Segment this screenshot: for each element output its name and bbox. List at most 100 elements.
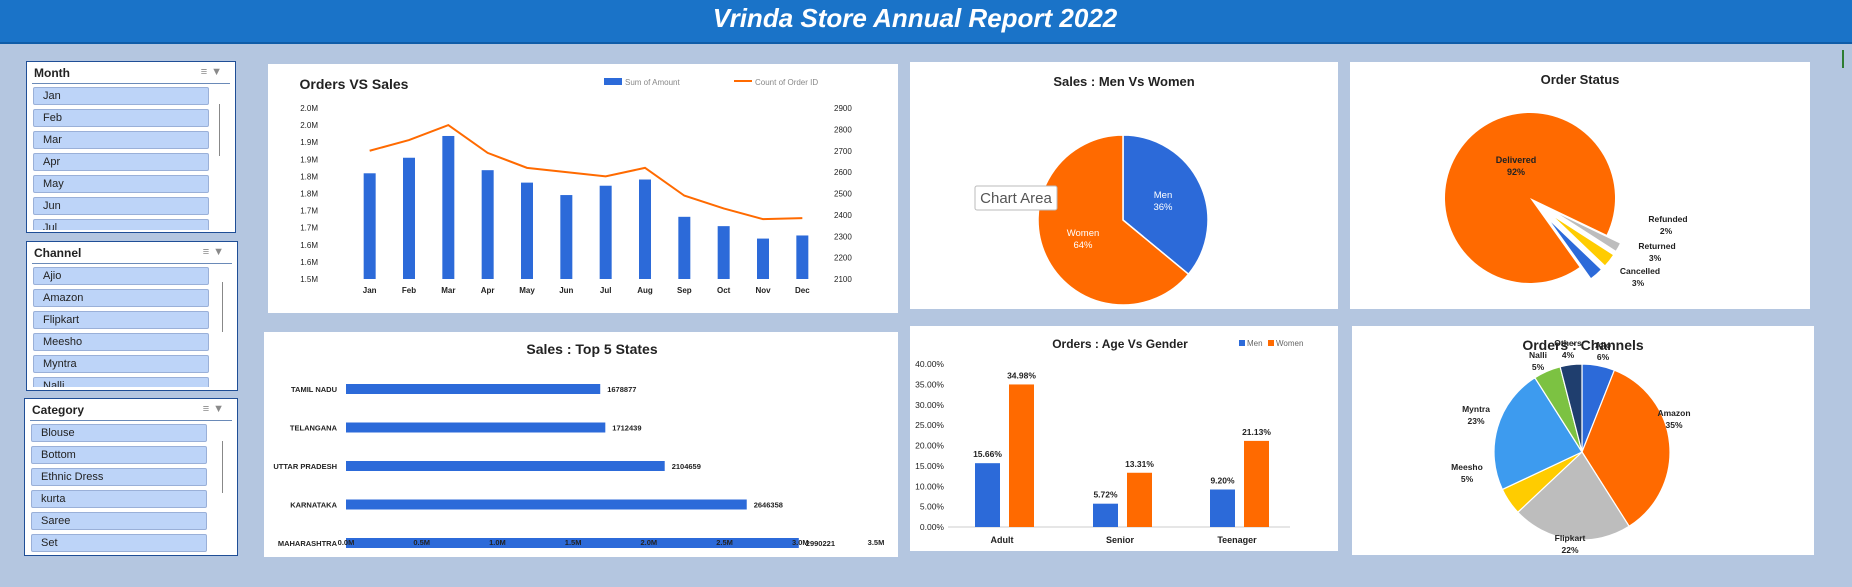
slicer-item[interactable]: Flipkart — [33, 311, 209, 329]
y-left-tick-label: 1.5M — [300, 275, 318, 284]
slicer-item[interactable]: Mar — [33, 131, 209, 149]
slicer-item[interactable]: Apr — [33, 153, 209, 171]
y-left-tick-label: 1.7M — [300, 224, 318, 233]
slicer-scrollbar[interactable] — [222, 441, 223, 493]
slicer-item[interactable]: Nalli — [33, 377, 209, 387]
bar-state-sales — [346, 461, 665, 471]
y-tick-label: 40.00% — [915, 359, 944, 369]
bar-men — [1093, 503, 1118, 527]
chart-title: Sales : Men Vs Women — [1053, 74, 1194, 89]
x-tick-label: Feb — [402, 286, 416, 295]
sheet-edge-marker — [1842, 50, 1850, 68]
y-right-tick-label: 2900 — [834, 104, 852, 113]
channels-panel[interactable]: Orders : Channels Ajio 6% Amazon 35% Flipkart… — [1352, 326, 1814, 555]
slicer-item[interactable]: Jul — [33, 219, 209, 230]
x-tick-label: 0.5M — [413, 538, 430, 547]
y-right-tick-label: 2200 — [834, 254, 852, 263]
clear-filter-icon[interactable]: ▼ — [211, 66, 226, 78]
slicer-items: Blouse Bottom Ethnic Dress kurta Saree Set — [31, 424, 207, 552]
slicer-item[interactable]: Saree — [31, 512, 207, 530]
slice-label: Nalli — [1529, 350, 1547, 360]
slice-value: 35% — [1665, 420, 1682, 430]
x-tick-label: Senior — [1106, 535, 1135, 545]
bar-state-sales — [346, 422, 606, 433]
slicer-scrollbar[interactable] — [219, 104, 220, 156]
y-left-tick-label: 1.7M — [300, 207, 318, 216]
slicer-item[interactable]: Jun — [33, 197, 209, 215]
slicer-item[interactable]: Ethnic Dress — [31, 468, 207, 486]
data-label: 2990221 — [806, 539, 835, 548]
category-slicer[interactable]: Category ≡▼ Blouse Bottom Ethnic Dress kurt… — [24, 398, 238, 556]
tooltip-text: Chart Area — [980, 190, 1052, 207]
pie-slice — [1122, 134, 1209, 276]
slicer-scrollbar[interactable] — [222, 282, 223, 332]
y-tick-label: KARNATAKA — [290, 501, 337, 510]
multi-select-icon[interactable]: ≡ — [202, 246, 214, 258]
bar-sales — [481, 170, 494, 279]
data-label: 5.72% — [1093, 490, 1118, 500]
bar-women — [1127, 472, 1152, 527]
x-tick-label: Sep — [677, 286, 692, 295]
channel-slicer[interactable]: Channel ≡▼ Ajio Amazon Flipkart Meesho Myntr… — [26, 241, 238, 391]
slicer-header: Month ≡▼ — [32, 65, 230, 84]
bar-women — [1009, 384, 1034, 527]
slice-value: 23% — [1467, 416, 1484, 426]
clear-filter-icon[interactable]: ▼ — [213, 403, 228, 415]
x-tick-label: Apr — [481, 286, 495, 295]
y-left-tick-label: 1.8M — [300, 190, 318, 199]
y-tick-label: 10.00% — [915, 481, 944, 491]
slicer-title: Month — [34, 66, 70, 80]
slicer-item[interactable]: May — [33, 175, 209, 193]
y-left-tick-label: 1.6M — [300, 258, 318, 267]
x-tick-label: Teenager — [1217, 535, 1257, 545]
slicer-item[interactable]: Jan — [33, 87, 209, 105]
legend-label-amount: Sum of Amount — [625, 78, 680, 87]
slice-value: 22% — [1561, 545, 1578, 555]
y-right-tick-label: 2700 — [834, 147, 852, 156]
clear-filter-icon[interactable]: ▼ — [213, 246, 228, 258]
slicer-item[interactable]: Bottom — [31, 446, 207, 464]
pie-slice — [1445, 113, 1615, 284]
slicer-title: Category — [32, 403, 85, 417]
slice-label: Myntra — [1462, 404, 1490, 414]
multi-select-icon[interactable]: ≡ — [200, 66, 212, 78]
order-status-panel[interactable]: Order Status Delivered 92% Refunded 2% Return… — [1350, 62, 1810, 309]
x-tick-label: Jun — [559, 286, 573, 295]
bar-men — [1210, 489, 1235, 527]
y-left-tick-label: 2.0M — [300, 121, 318, 130]
y-right-tick-label: 2800 — [834, 125, 852, 134]
multi-select-icon[interactable]: ≡ — [202, 403, 214, 415]
pie-slice — [1559, 363, 1583, 453]
slicer-item[interactable]: Meesho — [33, 333, 209, 351]
x-tick-label: 3.5M — [868, 538, 885, 547]
report-banner: Vrinda Store Annual Report 2022 — [0, 0, 1852, 44]
month-slicer[interactable]: Month ≡▼ Jan Feb Mar Apr May Jun Jul — [26, 61, 236, 233]
x-tick-label: 2.5M — [716, 538, 733, 547]
slice-value: 5% — [1532, 362, 1545, 372]
slicer-item[interactable]: Feb — [33, 109, 209, 127]
pie-slice — [1548, 218, 1602, 280]
y-right-tick-label: 2600 — [834, 168, 852, 177]
men-vs-women-panel[interactable]: Sales : Men Vs Women Men 36% Women 64% Chart … — [910, 62, 1338, 309]
pie-slice — [1037, 134, 1190, 306]
data-label: 1678877 — [607, 385, 636, 394]
orders-vs-sales-panel[interactable]: Orders VS Sales Sum of Amount Count of Ord… — [268, 64, 898, 313]
age-vs-gender-panel[interactable]: Orders : Age Vs Gender Men Women 0.00% 5.00%… — [910, 326, 1338, 551]
bar-sales — [403, 157, 415, 279]
top-states-chart: Sales : Top 5 States TAMIL NADU 1678877 TEL… — [273, 341, 885, 548]
slicer-item[interactable]: Myntra — [33, 355, 209, 373]
chart-title: Orders : Age Vs Gender — [1052, 337, 1188, 351]
slicer-item[interactable]: Blouse — [31, 424, 207, 442]
slice-value: 36% — [1153, 202, 1173, 213]
slice-value: 5% — [1461, 474, 1474, 484]
slicer-item[interactable]: kurta — [31, 490, 207, 508]
y-right-tick-label: 2100 — [834, 275, 852, 284]
orders-vs-sales-chart: Orders VS Sales Sum of Amount Count of Ord… — [300, 76, 853, 295]
bar-sales — [599, 185, 612, 279]
top-states-panel[interactable]: Sales : Top 5 States TAMIL NADU 1678877 TEL… — [264, 332, 898, 557]
data-label: 34.98% — [1007, 370, 1036, 380]
slicer-item[interactable]: Ajio — [33, 267, 209, 285]
slicer-item[interactable]: Set — [31, 534, 207, 552]
slicer-item[interactable]: Amazon — [33, 289, 209, 307]
bar-state-sales — [346, 499, 747, 510]
